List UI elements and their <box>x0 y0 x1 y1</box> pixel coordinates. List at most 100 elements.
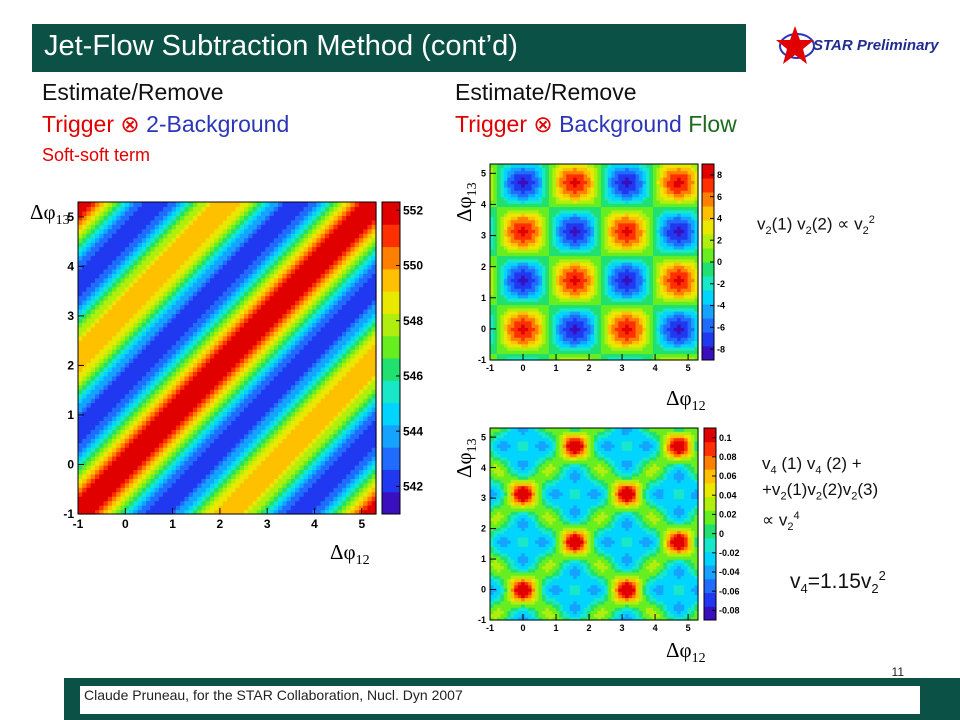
heatmap-cell <box>295 233 300 239</box>
heatmap-cell <box>295 433 300 439</box>
heatmap-cell <box>354 389 360 395</box>
heatmap-cell <box>167 375 173 381</box>
heatmap-cell <box>303 282 309 288</box>
heatmap-cell <box>180 491 186 497</box>
heatmap-cell <box>192 384 198 390</box>
heatmap-cell <box>133 295 139 301</box>
heatmap-cell <box>129 358 134 364</box>
heatmap-cell <box>78 282 83 288</box>
heatmap-cell <box>282 251 288 257</box>
heatmap-cell <box>341 375 347 381</box>
heatmap-cell <box>214 398 220 404</box>
heatmap-cell <box>303 429 309 435</box>
heatmap-cell <box>303 331 309 337</box>
heatmap-cell <box>231 206 237 212</box>
heatmap-cell <box>290 438 296 444</box>
heatmap-cell <box>218 335 224 341</box>
heatmap-cell <box>324 331 330 337</box>
heatmap-cell <box>154 300 160 306</box>
heatmap-cell <box>205 384 211 390</box>
heatmap-cell <box>303 424 309 430</box>
heatmap-cell <box>329 349 335 355</box>
heatmap-cell <box>222 420 228 426</box>
heatmap-cell <box>129 456 134 462</box>
heatmap-cell <box>197 411 203 417</box>
heatmap-cell <box>333 438 339 444</box>
heatmap-cell <box>107 402 113 408</box>
heatmap-cell <box>320 313 326 319</box>
heatmap-cell <box>286 456 292 462</box>
heatmap-cell <box>490 346 495 351</box>
heatmap-cell <box>363 219 369 225</box>
heatmap-cell <box>86 286 92 292</box>
heatmap-cell <box>320 491 326 497</box>
heatmap-cell <box>290 349 296 355</box>
heatmap-cell <box>248 224 254 230</box>
heatmap-cell <box>222 438 228 444</box>
heatmap-cell <box>363 407 369 413</box>
heatmap-cell <box>154 202 160 208</box>
heatmap-cell <box>346 335 352 341</box>
heatmap-cell <box>137 380 143 386</box>
heatmap-cell <box>116 491 122 497</box>
heatmap-cell <box>316 424 322 430</box>
heatmap-cell <box>312 487 317 493</box>
heatmap-cell <box>112 420 117 426</box>
heatmap-cell <box>107 500 113 506</box>
heatmap-cell <box>273 228 279 234</box>
heatmap-cell <box>150 255 156 261</box>
heatmap-cell <box>146 500 151 506</box>
heatmap-cell <box>231 291 237 297</box>
heatmap-cell <box>307 304 313 310</box>
heatmap-cell <box>137 340 143 346</box>
heatmap-cell <box>209 206 215 212</box>
heatmap-cell <box>239 473 245 479</box>
heatmap-cell <box>214 295 220 301</box>
heatmap-cell <box>324 456 330 462</box>
heatmap-cell <box>180 219 186 225</box>
heatmap-cell <box>129 317 134 323</box>
heatmap-cell <box>371 353 377 359</box>
heatmap-cell <box>303 215 309 221</box>
heatmap-cell <box>227 456 232 462</box>
heatmap-cell <box>171 456 177 462</box>
heatmap-cell <box>286 393 292 399</box>
heatmap-cell <box>239 331 245 337</box>
heatmap-cell <box>99 407 105 413</box>
heatmap-cell <box>269 237 275 243</box>
heatmap-cell <box>180 224 186 230</box>
heatmap-cell <box>320 384 326 390</box>
heatmap-cell <box>341 411 347 417</box>
heatmap-cell <box>180 398 186 404</box>
heatmap-cell <box>120 215 126 221</box>
heatmap-cell <box>222 415 228 421</box>
heatmap-cell <box>222 277 228 283</box>
heatmap-cell <box>116 393 122 399</box>
heatmap-cell <box>201 505 207 511</box>
heatmap-cell <box>99 233 105 239</box>
heatmap-cell <box>286 322 292 328</box>
heatmap-cell <box>209 460 215 466</box>
heatmap-cell <box>341 215 347 221</box>
heatmap-cell <box>146 424 151 430</box>
heatmap-cell <box>244 460 249 466</box>
heatmap-cell <box>201 456 207 462</box>
heatmap-cell <box>90 451 96 457</box>
heatmap-cell <box>188 505 194 511</box>
heatmap-cell <box>282 313 288 319</box>
heatmap-cell <box>329 407 335 413</box>
heatmap-cell <box>197 264 203 270</box>
heatmap-cell <box>120 407 126 413</box>
heatmap-cell <box>116 237 122 243</box>
heatmap-cell <box>192 433 198 439</box>
heatmap-cell <box>341 237 347 243</box>
heatmap-cell <box>209 438 215 444</box>
heatmap-cell <box>350 317 356 323</box>
heatmap-cell <box>214 433 220 439</box>
heatmap-cell <box>350 496 356 502</box>
heatmap-cell <box>209 451 215 457</box>
heatmap-cell <box>146 491 151 497</box>
heatmap-cell <box>363 398 369 404</box>
heatmap-cell <box>350 411 356 417</box>
heatmap-cell <box>265 393 271 399</box>
